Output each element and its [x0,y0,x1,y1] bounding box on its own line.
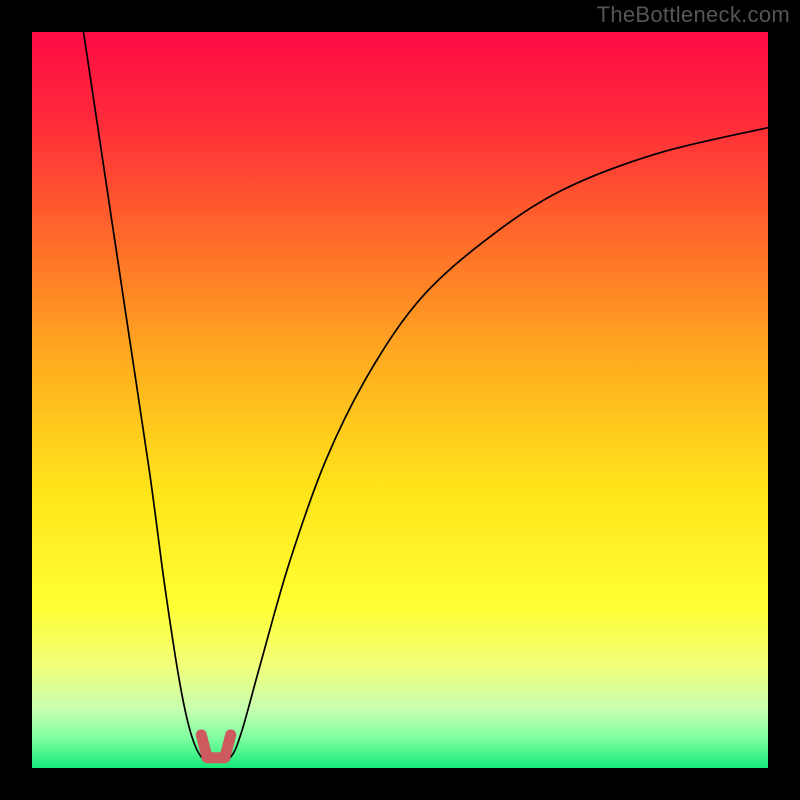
plot-area [32,32,768,768]
plot-svg [32,32,768,768]
min-u-marker [201,735,230,758]
bottleneck-curve [84,32,768,762]
watermark-text: TheBottleneck.com [597,2,790,28]
figure-root: TheBottleneck.com [0,0,800,800]
